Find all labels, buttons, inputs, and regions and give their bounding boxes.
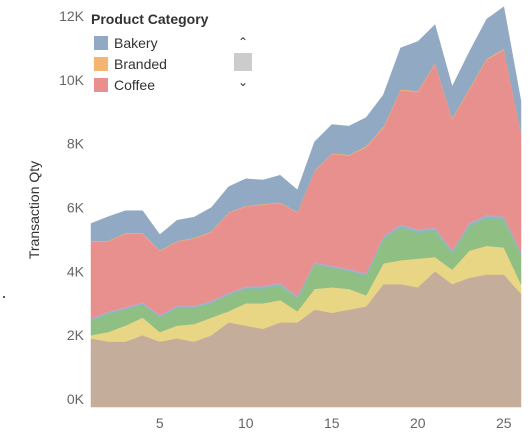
x-tick-label: 25 [496, 415, 512, 431]
legend-swatch-branded [94, 57, 108, 71]
legend: Product Category Bakery Branded Coffee ⌃… [91, 11, 256, 95]
scroll-thumb[interactable] [234, 53, 252, 71]
y-tick-label: 10K [59, 72, 85, 88]
y-tick-label: 2K [67, 327, 85, 343]
legend-label: Coffee [114, 77, 155, 93]
legend-title: Product Category [91, 11, 208, 27]
x-tick-label: 10 [238, 415, 254, 431]
y-tick-label: 8K [67, 136, 85, 152]
x-tick-label: 20 [410, 415, 426, 431]
x-tick-label: 5 [156, 415, 164, 431]
side-marker-dot [3, 296, 5, 298]
y-axis-ticks: 0K 2K 4K 6K 8K 10K 12K [59, 8, 85, 407]
y-tick-label: 12K [59, 8, 85, 24]
y-tick-label: 4K [67, 263, 85, 279]
chevron-up-icon[interactable]: ⌃ [233, 33, 253, 51]
x-axis-ticks: 5 10 15 20 25 [156, 415, 512, 431]
y-tick-label: 0K [67, 391, 85, 407]
legend-item-bakery[interactable]: Bakery [94, 34, 158, 52]
chevron-down-icon[interactable]: ⌄ [233, 73, 253, 91]
x-tick-label: 15 [324, 415, 340, 431]
y-axis-title: Transaction Qty [26, 161, 42, 259]
legend-item-branded[interactable]: Branded [94, 55, 167, 73]
legend-item-coffee[interactable]: Coffee [94, 76, 155, 94]
y-tick-label: 6K [67, 199, 85, 215]
legend-label: Bakery [114, 35, 158, 51]
legend-swatch-coffee [94, 78, 108, 92]
legend-label: Branded [114, 56, 167, 72]
legend-swatch-bakery [94, 36, 108, 50]
legend-scrollbar[interactable]: ⌃ ⌄ [233, 33, 253, 91]
